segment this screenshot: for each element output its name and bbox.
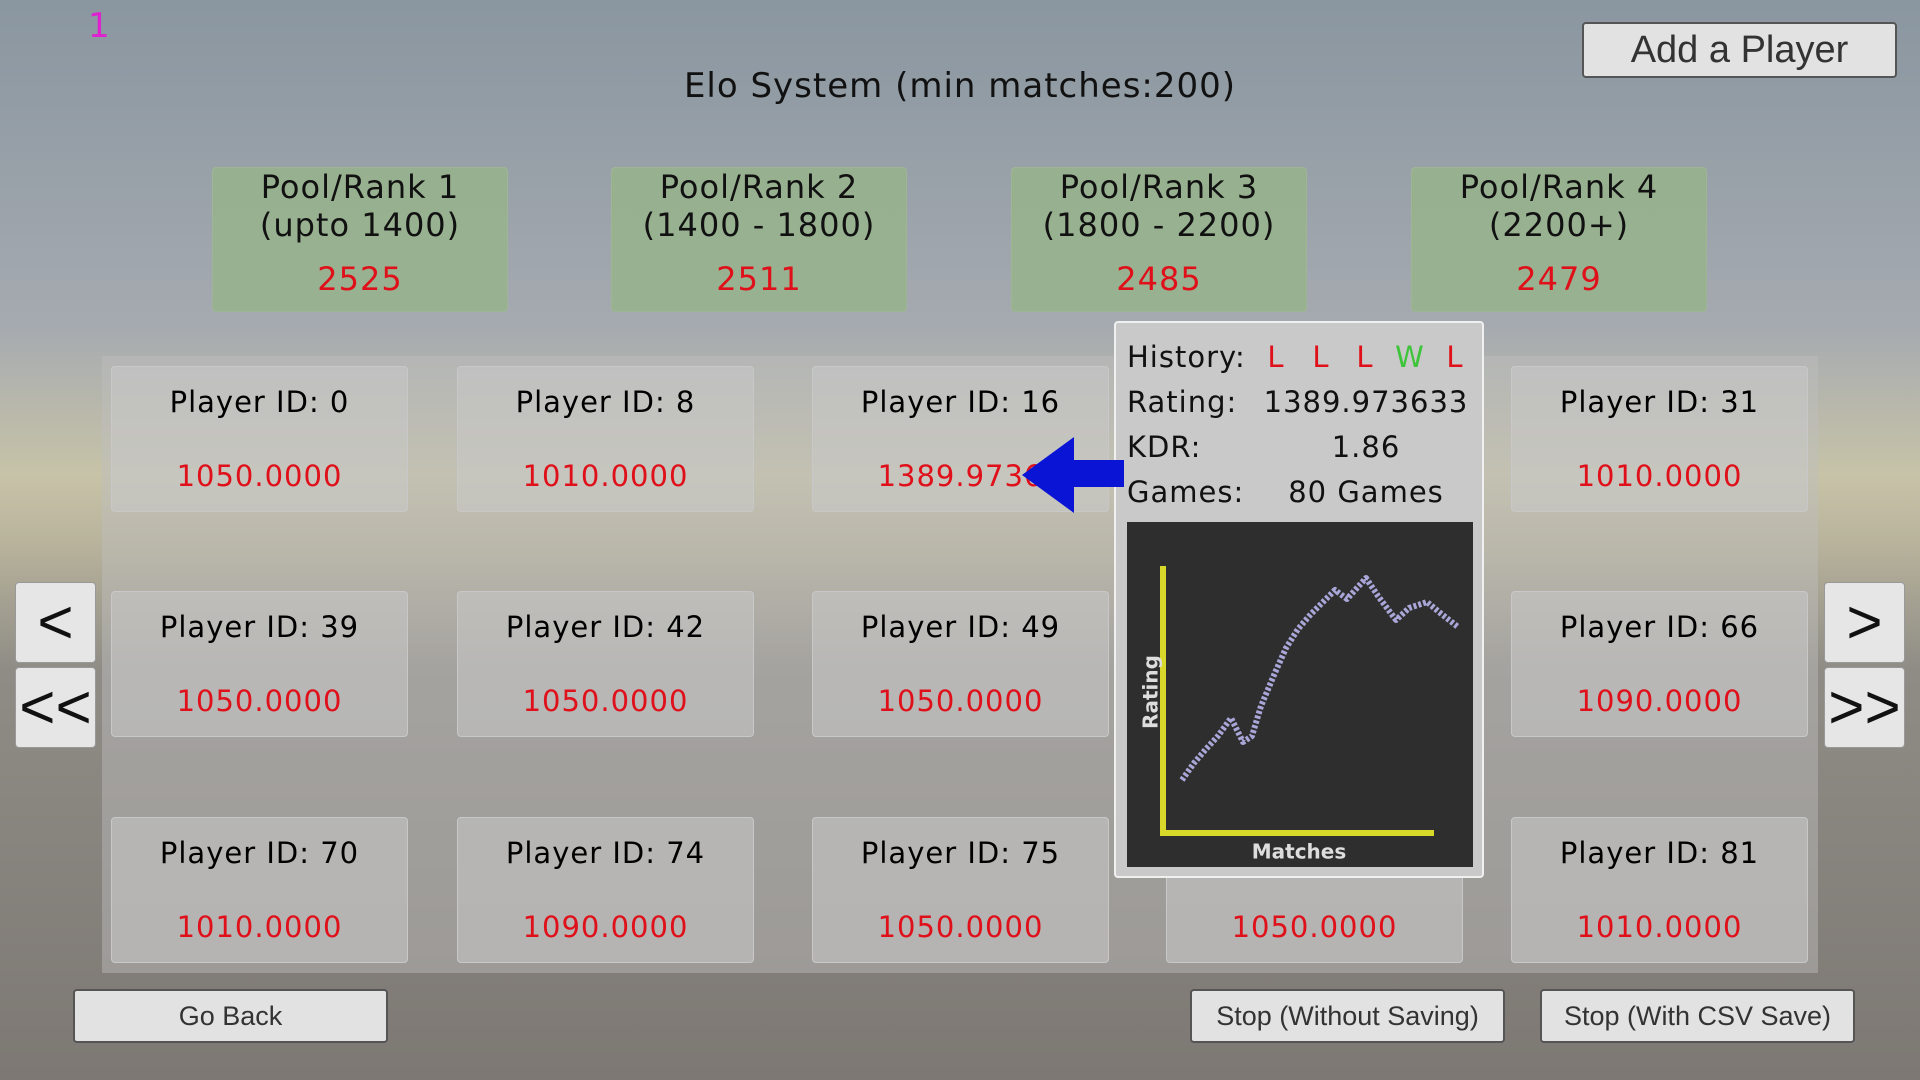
player-id: Player ID: 74 (505, 836, 706, 870)
y-axis-label: Rating (1139, 655, 1163, 729)
player-id: Player ID: 70 (159, 836, 360, 870)
player-rating: 1050.0000 (176, 459, 343, 493)
player-card[interactable]: Player ID: 8 1010.0000 (457, 366, 754, 512)
nav-button[interactable]: > (1824, 582, 1905, 663)
pool-count: 2511 (716, 260, 802, 298)
player-card[interactable]: Player ID: 42 1050.0000 (457, 591, 754, 737)
player-rating: 1010.0000 (1576, 459, 1743, 493)
player-rating: 1010.0000 (1576, 910, 1743, 944)
player-card[interactable]: Player ID: 16 1389.9736 (812, 366, 1109, 512)
player-card[interactable]: Player ID: 0 1050.0000 (111, 366, 408, 512)
history-label: History: (1127, 340, 1246, 374)
history-result: L (1446, 340, 1464, 374)
pool-name: Pool/Rank 3 (1059, 168, 1259, 206)
player-id: Player ID: 75 (860, 836, 1061, 870)
pool-range: (2200+) (1488, 206, 1630, 244)
player-id: Player ID: 16 (860, 385, 1061, 419)
player-card[interactable]: Player ID: 39 1050.0000 (111, 591, 408, 737)
footer-button[interactable]: Stop (Without Saving) (1190, 989, 1505, 1043)
player-rating: 1010.0000 (176, 910, 343, 944)
history-result: L (1356, 340, 1374, 374)
pool-card: Pool/Rank 4 (2200+) 2479 (1411, 167, 1707, 312)
pool-range: (1800 - 2200) (1042, 206, 1276, 244)
pool-count: 2525 (317, 260, 403, 298)
player-card[interactable]: Player ID: 74 1090.0000 (457, 817, 754, 963)
pool-range: (upto 1400) (259, 206, 461, 244)
pointer-arrow (1022, 437, 1124, 513)
player-card[interactable]: Player ID: 31 1010.0000 (1511, 366, 1808, 512)
player-id: Player ID: 49 (860, 610, 1061, 644)
rating-value: 1389.973633 (1263, 385, 1469, 419)
pool-name: Pool/Rank 1 (260, 168, 460, 206)
player-card[interactable]: Player ID: 66 1090.0000 (1511, 591, 1808, 737)
player-id: Player ID: 42 (505, 610, 706, 644)
counter: 1 (88, 6, 110, 46)
pool-name: Pool/Rank 4 (1459, 168, 1659, 206)
footer-button[interactable]: Stop (With CSV Save) (1540, 989, 1855, 1043)
player-card[interactable]: Player ID: 70 1010.0000 (111, 817, 408, 963)
rating-chart: Rating Matches (1127, 522, 1473, 867)
pool-count: 2479 (1516, 260, 1602, 298)
nav-button[interactable]: < (15, 582, 96, 663)
x-axis-label: Matches (1252, 840, 1347, 864)
games-label: Games: (1127, 475, 1245, 509)
pool-card: Pool/Rank 3 (1800 - 2200) 2485 (1011, 167, 1307, 312)
add-player-button[interactable]: Add a Player (1582, 22, 1897, 78)
player-card[interactable]: Player ID: 75 1050.0000 (812, 817, 1109, 963)
kdr-label: KDR: (1127, 430, 1202, 464)
player-id: Player ID: 31 (1559, 385, 1760, 419)
title: Elo System (min matches:200) (683, 66, 1237, 106)
player-id: Player ID: 66 (1559, 610, 1760, 644)
player-rating: 1050.0000 (877, 684, 1044, 718)
player-id: Player ID: 39 (159, 610, 360, 644)
player-id: Player ID: 0 (169, 385, 350, 419)
player-card[interactable]: Player ID: 49 1050.0000 (812, 591, 1109, 737)
player-rating: 1010.0000 (522, 459, 689, 493)
pool-range: (1400 - 1800) (642, 206, 876, 244)
games-value: 80 Games (1288, 475, 1444, 509)
player-rating: 1389.9736 (877, 459, 1044, 493)
pool-card: Pool/Rank 1 (upto 1400) 2525 (212, 167, 508, 312)
nav-button[interactable]: << (15, 667, 96, 748)
player-rating: 1050.0000 (522, 684, 689, 718)
history-result: W (1395, 340, 1425, 374)
player-id: Player ID: 8 (515, 385, 696, 419)
nav-button[interactable]: >> (1824, 667, 1905, 748)
pool-card: Pool/Rank 2 (1400 - 1800) 2511 (611, 167, 907, 312)
kdr-value: 1.86 (1331, 430, 1401, 464)
rating-line (1179, 575, 1460, 782)
pool-count: 2485 (1116, 260, 1202, 298)
player-card[interactable]: Player ID: 81 1010.0000 (1511, 817, 1808, 963)
chart-bg (1127, 522, 1473, 867)
rating-label: Rating: (1127, 385, 1238, 419)
history-result: L (1312, 340, 1330, 374)
history-result: L (1267, 340, 1285, 374)
player-rating: 1090.0000 (522, 910, 689, 944)
player-rating: 1050.0000 (176, 684, 343, 718)
player-rating: 1090.0000 (1576, 684, 1743, 718)
player-id: Player ID: 81 (1559, 836, 1760, 870)
pool-name: Pool/Rank 2 (659, 168, 859, 206)
arrow (1022, 437, 1124, 513)
player-rating: 1050.0000 (877, 910, 1044, 944)
footer-button[interactable]: Go Back (73, 989, 388, 1043)
player-rating: 1050.0000 (1231, 910, 1398, 944)
